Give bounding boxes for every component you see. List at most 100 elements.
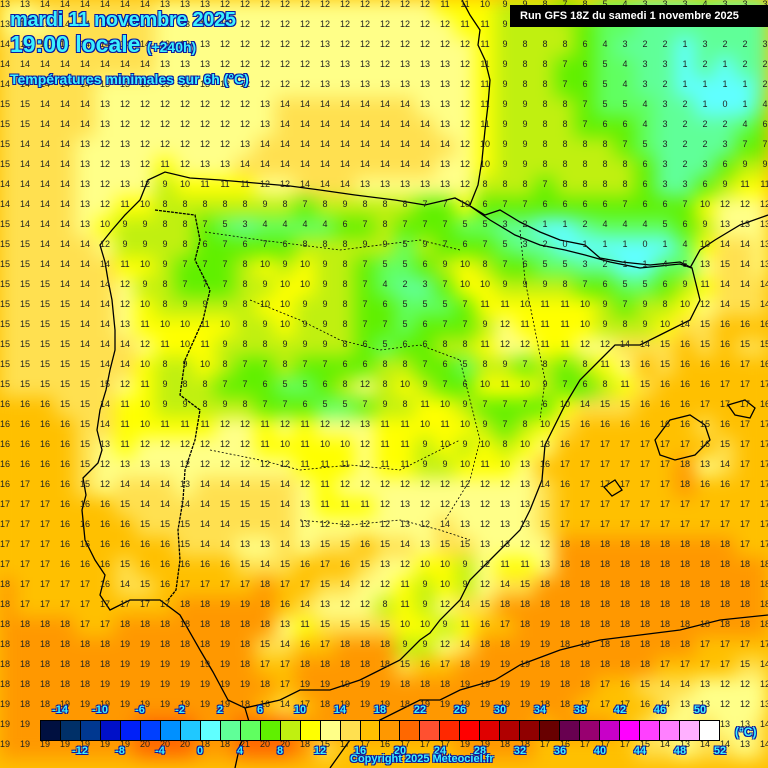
grid-value: 5 <box>662 219 668 229</box>
grid-value: 8 <box>402 359 408 369</box>
grid-value: 17 <box>619 499 630 509</box>
grid-value: 8 <box>502 179 508 189</box>
grid-value: 19 <box>459 679 470 689</box>
grid-value: 10 <box>459 199 470 209</box>
grid-value: 18 <box>199 639 210 649</box>
grid-value: 19 <box>179 659 190 669</box>
grid-value: 9 <box>422 639 428 649</box>
grid-value: 16 <box>559 439 570 449</box>
grid-value: 14 <box>59 139 70 149</box>
grid-value: 19 <box>219 699 230 709</box>
grid-value: 14 <box>219 479 230 489</box>
grid-value: 15 <box>379 619 390 629</box>
grid-value: 11 <box>160 419 170 429</box>
grid-value: 10 <box>459 279 470 289</box>
grid-value: 11 <box>760 179 768 189</box>
grid-value: 18 <box>479 639 490 649</box>
grid-value: 19 <box>0 699 10 709</box>
grid-value: 1 <box>702 79 708 89</box>
grid-value: 12 <box>179 439 190 449</box>
grid-value: 7 <box>262 359 268 369</box>
legend-swatch <box>260 721 281 740</box>
grid-value: 5 <box>602 59 608 69</box>
grid-value: 12 <box>359 19 370 29</box>
grid-value: 15 <box>739 299 750 309</box>
grid-value: 19 <box>459 739 470 749</box>
grid-value: 14 <box>759 719 768 729</box>
grid-value: 8 <box>562 39 568 49</box>
grid-value: 18 <box>639 639 650 649</box>
grid-value: 3 <box>662 159 668 169</box>
grid-value: 9 <box>722 179 728 189</box>
grid-value: 19 <box>539 639 550 649</box>
grid-value: 17 <box>619 439 630 449</box>
grid-value: 9 <box>762 159 768 169</box>
grid-value: 11 <box>340 499 350 509</box>
grid-value: 13 <box>179 59 190 69</box>
grid-value: 16 <box>19 399 30 409</box>
grid-value: 16 <box>219 559 230 569</box>
grid-value: 6 <box>662 199 668 209</box>
grid-value: 17 <box>659 459 670 469</box>
grid-value: 12 <box>239 419 250 429</box>
grid-value: 6 <box>762 119 768 129</box>
grid-value: 13 <box>459 519 470 529</box>
grid-value: 7 <box>322 359 328 369</box>
grid-value: 17 <box>599 439 610 449</box>
grid-value: 11 <box>400 579 410 589</box>
grid-value: 17 <box>759 479 768 489</box>
grid-value: 7 <box>222 239 228 249</box>
legend-swatch <box>460 721 481 740</box>
grid-value: 13 <box>39 19 50 29</box>
grid-value: 7 <box>462 319 468 329</box>
grid-value: 18 <box>579 639 590 649</box>
grid-value: 13 <box>399 519 410 529</box>
grid-value: 13 <box>439 159 450 169</box>
grid-value: 7 <box>362 399 368 409</box>
grid-value: 8 <box>362 199 368 209</box>
mallorca-coastline <box>654 414 711 461</box>
legend-label-bottom: 52 <box>713 745 727 757</box>
legend-label-bottom: 44 <box>633 745 647 757</box>
grid-value: 11 <box>200 319 210 329</box>
grid-value: 7 <box>262 239 268 249</box>
grid-value: 1 <box>742 99 748 109</box>
grid-value: 7 <box>362 319 368 329</box>
grid-value: 3 <box>702 39 708 49</box>
grid-value: 14 <box>299 599 310 609</box>
grid-value: 5 <box>382 339 388 349</box>
grid-value: 10 <box>259 299 270 309</box>
grid-value: 12 <box>319 19 330 29</box>
grid-value: 2 <box>742 39 748 49</box>
grid-value: 9 <box>642 299 648 309</box>
grid-value: 11 <box>560 299 570 309</box>
grid-value: 12 <box>339 519 350 529</box>
grid-value: 12 <box>139 139 150 149</box>
grid-value: 7 <box>482 399 488 409</box>
grid-value: 14 <box>59 199 70 209</box>
grid-value: 19 <box>319 679 330 689</box>
grid-value: 8 <box>242 339 248 349</box>
grid-value: 13 <box>519 479 530 489</box>
grid-value: 8 <box>162 199 168 209</box>
grid-value: 16 <box>719 319 730 329</box>
grid-value: 7 <box>522 359 528 369</box>
grid-value: 6 <box>262 379 268 389</box>
grid-value: 16 <box>119 519 130 529</box>
grid-value: 15 <box>319 539 330 549</box>
grid-value: 13 <box>619 359 630 369</box>
legend-swatch <box>100 721 121 740</box>
grid-value: 16 <box>679 399 690 409</box>
grid-value: 14 <box>439 519 450 529</box>
legend-swatch <box>120 721 141 740</box>
grid-value: 12 <box>519 539 530 549</box>
grid-value: 10 <box>699 199 710 209</box>
grid-value: 12 <box>299 79 310 89</box>
grid-value: 12 <box>719 199 730 209</box>
grid-value: 8 <box>562 99 568 109</box>
grid-value: 13 <box>759 239 768 249</box>
grid-value: 5 <box>462 219 468 229</box>
grid-value: 7 <box>262 399 268 409</box>
grid-value: 14 <box>419 119 430 129</box>
grid-value: 17 <box>439 739 450 749</box>
